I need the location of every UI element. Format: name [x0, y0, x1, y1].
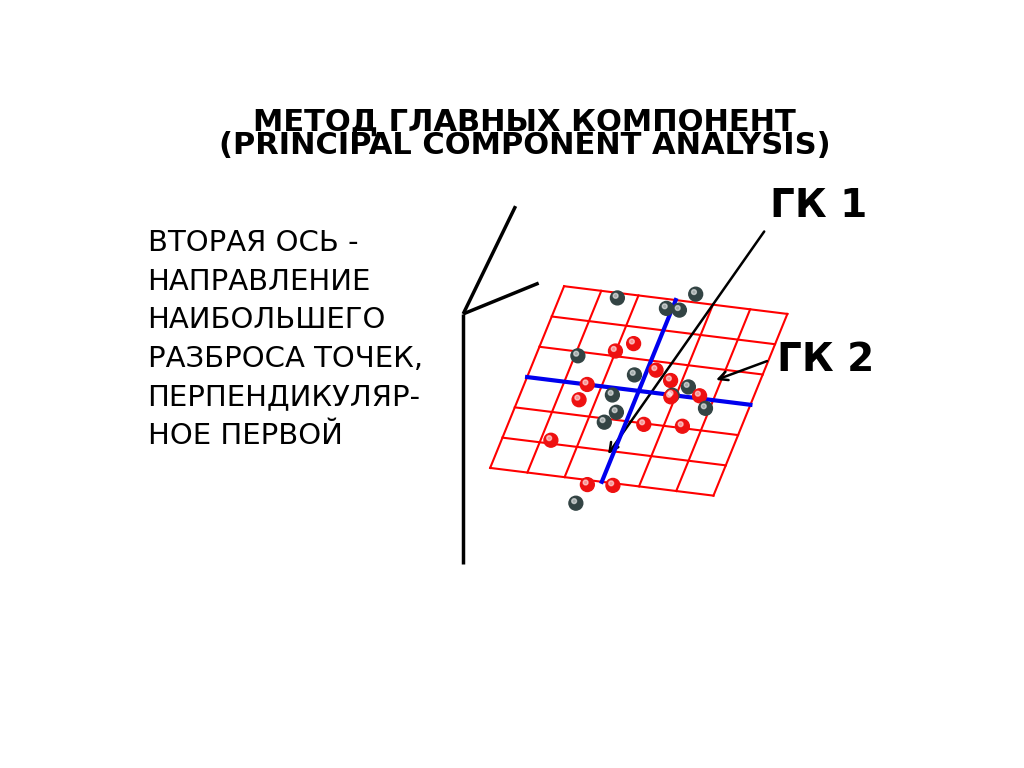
Circle shape — [608, 344, 623, 358]
Circle shape — [663, 304, 667, 309]
Circle shape — [571, 498, 577, 504]
Circle shape — [676, 419, 689, 433]
Text: НОЕ ПЕРВОЙ: НОЕ ПЕРВОЙ — [147, 422, 342, 450]
Circle shape — [627, 336, 641, 350]
Circle shape — [608, 390, 613, 396]
Circle shape — [581, 478, 594, 492]
Circle shape — [664, 373, 678, 387]
Text: ГК 1: ГК 1 — [770, 187, 867, 225]
Circle shape — [611, 346, 616, 352]
Circle shape — [544, 433, 558, 447]
Circle shape — [605, 388, 620, 402]
Circle shape — [597, 415, 611, 429]
Circle shape — [612, 408, 617, 412]
Circle shape — [637, 418, 650, 432]
Circle shape — [606, 478, 620, 492]
Circle shape — [628, 368, 641, 382]
Text: ГК 2: ГК 2 — [777, 341, 874, 379]
Circle shape — [691, 290, 696, 294]
Circle shape — [583, 380, 588, 385]
Circle shape — [609, 406, 624, 419]
Circle shape — [667, 392, 672, 397]
Circle shape — [666, 389, 679, 402]
Circle shape — [692, 389, 707, 402]
Circle shape — [652, 366, 656, 370]
Circle shape — [569, 496, 583, 510]
Text: (PRINCIPAL COMPONENT ANALYSIS): (PRINCIPAL COMPONENT ANALYSIS) — [219, 131, 830, 160]
Circle shape — [698, 402, 713, 415]
Circle shape — [573, 351, 579, 356]
Circle shape — [675, 306, 680, 310]
Circle shape — [689, 287, 702, 301]
Text: МЕТОД ГЛАВНЫХ КОМПОНЕНТ: МЕТОД ГЛАВНЫХ КОМПОНЕНТ — [253, 108, 797, 137]
Circle shape — [668, 391, 673, 396]
Circle shape — [664, 390, 678, 404]
Circle shape — [608, 481, 613, 485]
Circle shape — [581, 378, 594, 392]
Circle shape — [695, 391, 700, 396]
Circle shape — [684, 382, 689, 387]
Text: ПЕРПЕНДИКУЛЯР-: ПЕРПЕНДИКУЛЯР- — [147, 383, 421, 411]
Circle shape — [640, 420, 644, 425]
Circle shape — [571, 349, 585, 362]
Circle shape — [572, 392, 586, 407]
Circle shape — [610, 291, 625, 305]
Circle shape — [678, 422, 683, 426]
Circle shape — [630, 339, 634, 344]
Circle shape — [631, 370, 635, 376]
Text: НАПРАВЛЕНИЕ: НАПРАВЛЕНИЕ — [147, 268, 371, 296]
Circle shape — [681, 380, 695, 394]
Circle shape — [659, 301, 674, 316]
Circle shape — [667, 376, 672, 381]
Circle shape — [574, 396, 580, 400]
Text: ВТОРАЯ ОСЬ -: ВТОРАЯ ОСЬ - — [147, 229, 358, 257]
Circle shape — [547, 435, 552, 441]
Circle shape — [649, 363, 663, 377]
Circle shape — [584, 480, 588, 485]
Text: НАИБОЛЬШЕГО: НАИБОЛЬШЕГО — [147, 306, 386, 334]
Circle shape — [613, 293, 618, 298]
Circle shape — [673, 303, 686, 317]
Text: РАЗБРОСА ТОЧЕК,: РАЗБРОСА ТОЧЕК, — [147, 345, 423, 372]
Circle shape — [600, 418, 605, 422]
Circle shape — [701, 404, 707, 409]
